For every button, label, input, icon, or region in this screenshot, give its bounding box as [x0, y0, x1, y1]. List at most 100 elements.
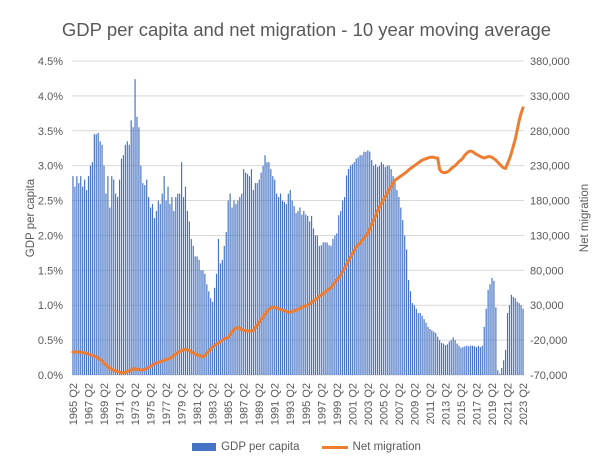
gdp-bar: [470, 345, 472, 375]
gdp-bar: [204, 273, 206, 375]
gdp-bar: [361, 155, 363, 375]
gdp-bar: [109, 207, 111, 375]
gdp-bar: [394, 183, 396, 375]
gdp-bar: [489, 284, 491, 375]
gdp-bar: [334, 235, 336, 375]
gdp-bar: [297, 211, 299, 375]
gdp-bar: [353, 162, 355, 375]
y2-tick-label: 380,000: [530, 56, 570, 68]
gdp-bar: [266, 162, 268, 375]
gdp-bar: [406, 249, 408, 375]
gdp-bar: [274, 179, 276, 375]
gdp-bar: [518, 303, 520, 375]
gdp-bar: [433, 331, 435, 375]
gdp-bar: [248, 176, 251, 375]
gdp-bar: [256, 183, 258, 375]
gdp-bar: [171, 197, 173, 375]
gdp-bar: [466, 345, 468, 375]
gdp-bar: [85, 190, 88, 375]
x-tick-label: 1989 Q2: [254, 383, 266, 425]
gdp-bar: [446, 344, 448, 375]
gdp-bar: [212, 301, 214, 375]
gdp-bar: [316, 235, 318, 375]
gdp-bar: [233, 200, 235, 375]
gdp-bar: [142, 183, 144, 375]
y2-tick-label: 330,000: [530, 91, 570, 103]
gdp-bar: [450, 340, 452, 375]
gdp-bar: [182, 197, 185, 375]
gdp-bar: [87, 176, 90, 375]
gdp-bar: [124, 144, 126, 375]
gdp-bar: [227, 200, 229, 375]
gdp-bar: [237, 200, 239, 375]
y-tick-label: 0.0%: [38, 370, 63, 382]
gdp-bar: [411, 303, 414, 375]
gdp-bar: [136, 116, 138, 376]
gdp-bar: [499, 373, 501, 375]
gdp-bar: [409, 291, 412, 375]
gdp-bar: [522, 308, 524, 375]
gdp-bar: [151, 204, 154, 375]
y-tick-label: 2.5%: [38, 196, 63, 208]
gdp-bar: [80, 176, 82, 375]
gdp-bar: [437, 336, 439, 375]
gdp-bar: [295, 213, 297, 375]
gdp-bar: [458, 345, 460, 375]
gdp-bar: [380, 162, 382, 375]
x-tick-label: 2001 Q2: [347, 383, 359, 425]
gdp-bar: [126, 141, 128, 375]
gdp-bar: [452, 337, 454, 375]
x-tick-label: 2009 Q2: [409, 383, 421, 425]
gdp-bar: [396, 190, 398, 375]
gdp-bar: [322, 242, 324, 375]
gdp-bar: [345, 175, 348, 375]
gdp-bar: [105, 193, 107, 375]
gdp-bar: [386, 165, 388, 375]
gdp-bar: [144, 185, 146, 375]
x-tick-label: 2023 Q2: [518, 383, 530, 425]
y-tick-label: 2.0%: [38, 230, 63, 242]
y2-axis-label: Net migration: [579, 184, 591, 252]
x-tick-label: 1973 Q2: [130, 383, 142, 425]
gdp-bar: [173, 211, 175, 375]
gdp-bar: [485, 308, 487, 375]
legend-label-migration: Net migration: [352, 441, 421, 453]
gdp-bar: [419, 312, 421, 375]
gdp-bar: [440, 342, 443, 375]
gdp-bar: [481, 345, 483, 375]
x-tick-label: 1979 Q2: [177, 383, 189, 425]
gdp-bar: [82, 186, 84, 375]
gdp-bar: [215, 273, 218, 375]
gdp-bar: [506, 312, 509, 375]
gdp-bar: [501, 368, 503, 375]
gdp-bar: [328, 245, 330, 375]
gdp-bar: [456, 343, 458, 375]
x-tick-label: 2005 Q2: [378, 383, 390, 425]
gdp-bar: [423, 319, 425, 375]
gdp-bar: [378, 165, 381, 375]
legend-item-migration[interactable]: Net migration: [321, 441, 421, 453]
gdp-bar: [365, 151, 367, 375]
gdp-bar: [477, 345, 479, 375]
gdp-bar: [132, 127, 134, 376]
gdp-bar: [462, 347, 464, 375]
gdp-bar: [84, 179, 86, 375]
gdp-bar: [219, 263, 221, 375]
gdp-bar: [413, 305, 415, 375]
gdp-bar: [497, 370, 499, 375]
y-tick-label: 1.0%: [38, 300, 63, 312]
gdp-bar: [283, 201, 286, 375]
legend-item-gdp[interactable]: GDP per capita: [192, 441, 300, 453]
gdp-bar: [146, 179, 148, 375]
y-tick-label: 4.5%: [38, 56, 63, 68]
x-tick-label: 1991 Q2: [270, 383, 282, 425]
gdp-bar: [520, 305, 522, 375]
gdp-bar: [210, 298, 212, 375]
gdp-bar: [495, 307, 497, 375]
gdp-bar: [167, 186, 169, 375]
gdp-bar: [128, 144, 130, 375]
gdp-bar: [415, 308, 417, 375]
gdp-bar: [89, 165, 92, 375]
gdp-bar: [138, 127, 140, 376]
